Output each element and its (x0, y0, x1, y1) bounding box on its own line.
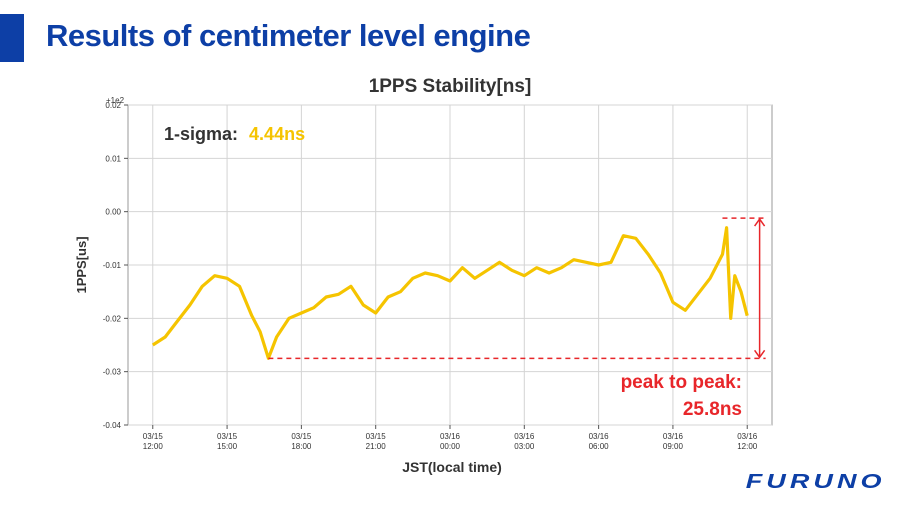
sigma-value: 4.44ns (249, 124, 305, 144)
y-tick-label: -0.02 (103, 314, 122, 323)
chart-title: 1PPS Stability[ns] (369, 76, 532, 97)
x-tick-time-label: 00:00 (440, 442, 461, 451)
x-tick-date-label: 03/16 (737, 432, 758, 441)
x-tick-time-label: 09:00 (663, 442, 684, 451)
x-tick-time-label: 03:00 (514, 442, 535, 451)
peak-to-peak-arrowhead-top (754, 217, 766, 227)
peak-to-peak-arrowhead-bottom (754, 349, 766, 359)
series-line (151, 226, 749, 360)
y-axis-label: 1PPS[us] (74, 236, 89, 293)
y-tick-label: 0.01 (105, 154, 121, 163)
sigma-annotation: 1-sigma: 4.44ns (164, 124, 305, 144)
furuno-logo: FURUNO (746, 471, 886, 493)
peak-to-peak-label: peak to peak: (621, 372, 742, 393)
title-accent-bar (0, 14, 24, 62)
peak-to-peak-value: 25.8ns (683, 399, 742, 420)
x-tick-time-label: 12:00 (737, 442, 758, 451)
pps-stability-chart: 1PPS Stability[ns] +1e2 JST(local time) … (74, 76, 773, 475)
slide-title: Results of centimeter level engine (46, 18, 531, 53)
x-tick-time-label: 12:00 (143, 442, 164, 451)
x-tick-date-label: 03/16 (514, 432, 535, 441)
x-tick-date-label: 03/16 (663, 432, 684, 441)
x-tick-date-label: 03/15 (291, 432, 312, 441)
x-tick-date-label: 03/15 (143, 432, 164, 441)
x-tick-time-label: 06:00 (589, 442, 610, 451)
x-tick-date-label: 03/15 (217, 432, 238, 441)
x-tick-time-label: 18:00 (291, 442, 312, 451)
x-axis-label: JST(local time) (402, 459, 502, 475)
chart-container: 1PPS Stability[ns] +1e2 JST(local time) … (60, 70, 860, 480)
y-tick-label: -0.03 (103, 368, 122, 377)
y-tick-label: 0.02 (105, 101, 121, 110)
x-tick-date-label: 03/16 (589, 432, 610, 441)
y-tick-label: -0.04 (103, 421, 122, 430)
y-tick-label: 0.00 (105, 208, 121, 217)
sigma-label: 1-sigma: (164, 124, 238, 144)
x-tick-date-label: 03/16 (440, 432, 461, 441)
x-tick-date-label: 03/15 (366, 432, 387, 441)
x-tick-time-label: 21:00 (366, 442, 387, 451)
y-tick-label: -0.01 (103, 261, 122, 270)
svg-text:1-sigma: 4.44ns: 1-sigma: 4.44ns (164, 124, 305, 144)
x-tick-time-label: 15:00 (217, 442, 238, 451)
axis-offset-label: +1e2 (106, 96, 125, 105)
